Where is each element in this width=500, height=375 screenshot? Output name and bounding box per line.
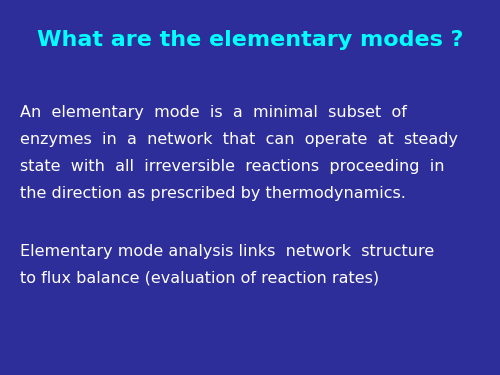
Text: Elementary mode analysis links  network  structure: Elementary mode analysis links network s… xyxy=(20,244,434,259)
Text: the direction as prescribed by thermodynamics.: the direction as prescribed by thermodyn… xyxy=(20,186,406,201)
Text: What are the elementary modes ?: What are the elementary modes ? xyxy=(37,30,463,50)
Text: enzymes  in  a  network  that  can  operate  at  steady: enzymes in a network that can operate at… xyxy=(20,132,458,147)
Text: to flux balance (evaluation of reaction rates): to flux balance (evaluation of reaction … xyxy=(20,271,379,286)
Text: state  with  all  irreversible  reactions  proceeding  in: state with all irreversible reactions pr… xyxy=(20,159,444,174)
Text: An  elementary  mode  is  a  minimal  subset  of: An elementary mode is a minimal subset o… xyxy=(20,105,407,120)
